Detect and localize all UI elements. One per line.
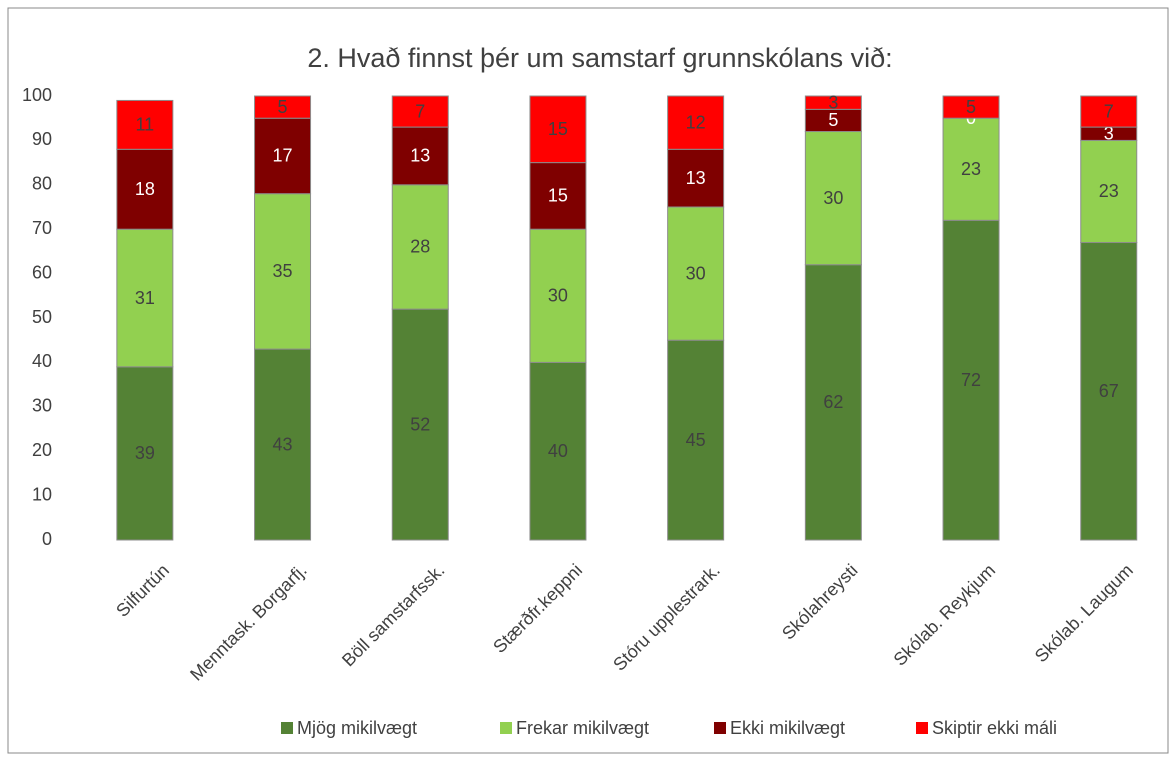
y-tick-label: 30 — [32, 396, 52, 416]
data-label: 18 — [135, 179, 155, 199]
chart-title: 2. Hvað finnst þér um samstarf grunnskól… — [307, 43, 892, 73]
data-label: 15 — [548, 119, 568, 139]
data-label: 11 — [136, 115, 155, 135]
y-tick-label: 40 — [32, 351, 52, 371]
y-tick-label: 20 — [32, 440, 52, 460]
bar-segment — [254, 193, 312, 350]
bar-segment — [254, 95, 312, 119]
y-tick-label: 0 — [42, 529, 52, 549]
y-tick-label: 70 — [32, 218, 52, 238]
bar-segment — [254, 348, 312, 541]
data-label: 13 — [410, 146, 430, 166]
bar-segment — [667, 339, 725, 541]
data-label: 7 — [415, 101, 425, 121]
bar-segment — [942, 219, 1000, 541]
bar-segment — [804, 131, 862, 266]
data-label: 30 — [548, 286, 568, 306]
data-label: 23 — [961, 159, 981, 179]
data-label: 17 — [273, 146, 293, 166]
bar-segment — [529, 228, 587, 363]
data-label: 35 — [273, 261, 293, 281]
bar-segment — [667, 148, 725, 208]
data-label: 31 — [135, 288, 155, 308]
data-label: 30 — [686, 263, 706, 283]
bar-segment — [391, 184, 449, 310]
y-tick-label: 50 — [32, 307, 52, 327]
y-tick-label: 100 — [22, 85, 52, 105]
bar-segment — [804, 95, 862, 110]
bar-segment — [667, 95, 725, 150]
data-label: 52 — [410, 414, 430, 434]
data-label: 28 — [410, 237, 430, 257]
bar-segment — [1080, 95, 1138, 128]
legend-label: Frekar mikilvægt — [516, 718, 649, 738]
y-tick-label: 10 — [32, 484, 52, 504]
bar-segment — [116, 148, 174, 230]
bar-segment — [1080, 242, 1138, 541]
y-tick-label: 80 — [32, 174, 52, 194]
data-label: 40 — [548, 441, 568, 461]
bar-segment — [391, 308, 449, 541]
bar-segment — [942, 117, 1000, 221]
bar-segment — [116, 366, 174, 541]
data-label: 7 — [1104, 101, 1114, 121]
bar-segment — [804, 264, 862, 541]
legend-swatch — [916, 722, 928, 734]
bar-segment — [529, 361, 587, 541]
data-label: 43 — [273, 434, 293, 454]
data-label: 45 — [686, 430, 706, 450]
bar-segment — [529, 95, 587, 164]
data-label: 13 — [686, 168, 706, 188]
data-label: 5 — [966, 97, 976, 117]
bar-segment — [942, 95, 1000, 119]
legend-label: Mjög mikilvægt — [297, 718, 417, 738]
data-label: 39 — [135, 443, 155, 463]
data-label: 3 — [1104, 123, 1114, 143]
bar-segment — [391, 95, 449, 128]
bar-segment — [1080, 139, 1138, 244]
data-label: 67 — [1099, 381, 1119, 401]
y-tick-label: 90 — [32, 129, 52, 149]
y-tick-label: 60 — [32, 262, 52, 282]
data-label: 5 — [828, 110, 838, 130]
bar-segment — [116, 99, 174, 150]
data-label: 30 — [823, 188, 843, 208]
bar-segment — [667, 206, 725, 341]
data-label: 5 — [278, 97, 288, 117]
legend-label: Ekki mikilvægt — [730, 718, 845, 738]
data-label: 62 — [823, 392, 843, 412]
bar-segment — [254, 117, 312, 195]
bar-segment — [529, 162, 587, 230]
data-label: 72 — [961, 370, 981, 390]
legend-swatch — [281, 722, 293, 734]
data-label: 23 — [1099, 181, 1119, 201]
data-label: 3 — [828, 92, 838, 112]
data-label: 12 — [686, 112, 706, 132]
legend-label: Skiptir ekki máli — [932, 718, 1057, 738]
legend-swatch — [714, 722, 726, 734]
legend-swatch — [500, 722, 512, 734]
data-label: 15 — [548, 186, 568, 206]
